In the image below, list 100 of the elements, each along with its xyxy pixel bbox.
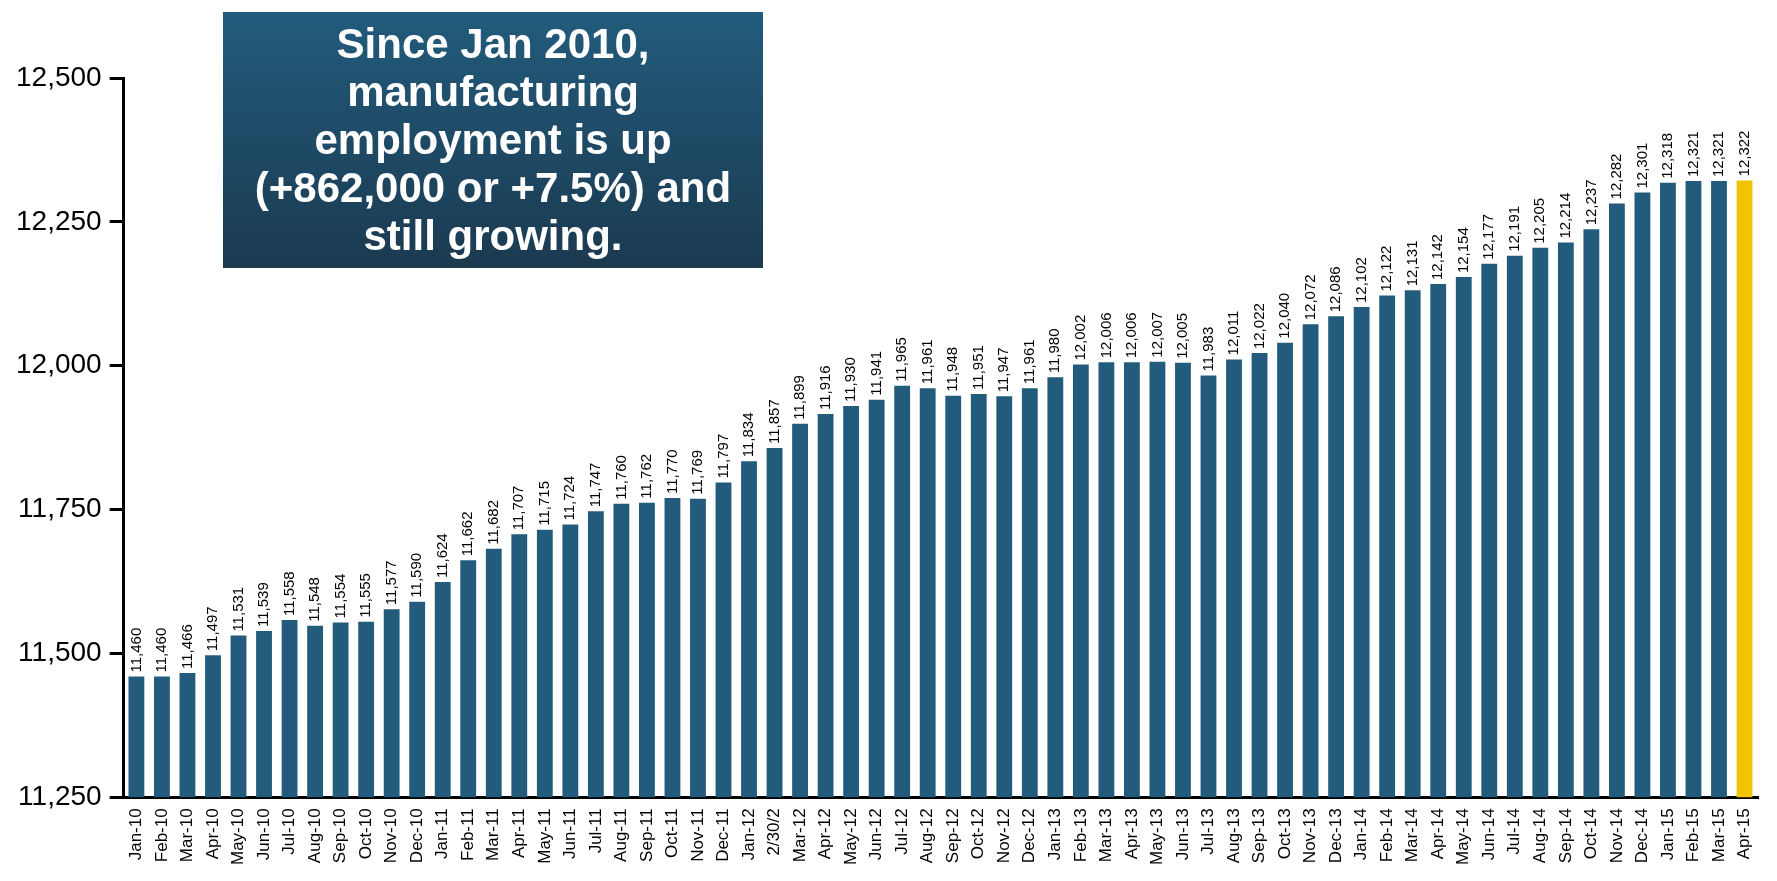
x-tick-label: Jun-10 xyxy=(253,808,273,861)
data-label: 11,460 xyxy=(152,627,170,673)
x-tick-label: Jul-14 xyxy=(1504,808,1524,855)
x-tick-label: Sep-12 xyxy=(942,808,962,864)
data-label: 12,205 xyxy=(1530,197,1548,244)
data-label: 11,497 xyxy=(203,606,221,652)
x-tick-label: Jul-11 xyxy=(585,808,605,854)
data-label: 12,007 xyxy=(1147,311,1165,358)
data-label: 11,762 xyxy=(637,453,655,499)
data-label: 12,006 xyxy=(1096,312,1114,359)
data-label: 12,102 xyxy=(1351,257,1369,304)
x-tick-label: Jun-11 xyxy=(560,808,580,860)
x-tick-label: May-12 xyxy=(840,808,860,865)
data-label: 11,555 xyxy=(356,573,374,618)
data-label: 12,072 xyxy=(1300,274,1318,321)
data-label: 11,948 xyxy=(943,346,961,392)
data-label: 11,916 xyxy=(815,365,833,411)
x-tick-label: Dec-14 xyxy=(1632,808,1652,864)
x-tick-label: Feb-14 xyxy=(1376,808,1396,863)
x-tick-label: Oct-13 xyxy=(1274,808,1294,860)
y-tick-label: 11,500 xyxy=(18,636,102,668)
annotation: Since Jan 2010, manufacturing employment is up (+862,000 or +7.5%) and still growing. xyxy=(223,12,763,268)
data-label: 11,983 xyxy=(1198,326,1216,372)
x-tick-label: Feb-11 xyxy=(457,808,477,861)
data-label: 12,006 xyxy=(1122,312,1140,359)
x-tick-label: Apr-11 xyxy=(508,808,528,859)
x-tick-label: May-14 xyxy=(1453,808,1473,865)
x-tick-label: Aug-14 xyxy=(1530,808,1549,864)
data-label: 12,131 xyxy=(1402,240,1420,287)
x-tick-label: Jan-15 xyxy=(1657,808,1677,861)
data-label: 12,142 xyxy=(1428,234,1446,281)
data-label: 12,282 xyxy=(1607,153,1625,200)
data-label: 12,022 xyxy=(1249,303,1267,350)
x-tick-label: Apr-15 xyxy=(1734,808,1754,860)
x-tick-label: Jul-12 xyxy=(891,808,911,855)
x-tick-label: Jun-14 xyxy=(1478,808,1498,861)
data-label: 11,548 xyxy=(305,577,323,622)
y-tick-label: 11,750 xyxy=(18,492,102,524)
data-label: 11,539 xyxy=(254,582,272,628)
x-tick-label: Sep-11 xyxy=(636,808,656,862)
data-label: 11,965 xyxy=(892,337,910,382)
x-tick-label: Sep-14 xyxy=(1555,808,1575,864)
data-label: 12,122 xyxy=(1377,245,1395,292)
y-tick-label: 12,000 xyxy=(16,348,102,380)
data-label: 11,980 xyxy=(1045,328,1063,374)
x-tick-label: Aug-10 xyxy=(304,808,324,864)
data-label: 11,707 xyxy=(509,485,527,531)
x-tick-label: Dec-10 xyxy=(406,808,426,864)
data-label: 11,961 xyxy=(917,339,935,385)
data-label: 12,301 xyxy=(1632,142,1650,189)
y-tick-label: 12,500 xyxy=(16,60,102,92)
x-tick-label: 2/30/2 xyxy=(764,808,784,856)
x-tick-label: Jan-12 xyxy=(738,808,758,861)
data-label: 11,951 xyxy=(968,345,986,390)
x-tick-label: Jul-10 xyxy=(279,808,299,855)
data-label: 11,834 xyxy=(739,412,757,458)
x-tick-label: Mar-10 xyxy=(177,808,197,863)
x-tick-label: Oct-11 xyxy=(662,808,682,859)
x-tick-label: Mar-13 xyxy=(1096,808,1116,863)
data-label: 12,214 xyxy=(1555,192,1573,239)
data-label: 11,947 xyxy=(994,347,1012,393)
data-label: 11,930 xyxy=(841,357,859,403)
x-tick-label: Nov-13 xyxy=(1300,808,1320,864)
data-label: 12,040 xyxy=(1275,292,1293,339)
x-tick-label: Jul-13 xyxy=(1198,808,1218,855)
x-tick-label: Jan-10 xyxy=(126,808,146,861)
x-tick-label: Oct-10 xyxy=(355,808,375,860)
x-tick-label: Aug-13 xyxy=(1223,808,1243,864)
data-label: 11,460 xyxy=(126,627,144,673)
data-label: 12,191 xyxy=(1504,205,1522,252)
data-label: 11,682 xyxy=(483,499,501,545)
x-tick-label: Dec-13 xyxy=(1325,808,1345,864)
x-tick-label: Feb-13 xyxy=(1070,808,1090,863)
y-tick-label: 11,250 xyxy=(18,780,102,812)
x-tick-label: Nov-11 xyxy=(687,808,707,862)
x-tick-label: Oct-12 xyxy=(968,808,988,860)
x-tick-label: Oct-14 xyxy=(1581,808,1601,860)
y-tick-label: 12,250 xyxy=(16,204,102,236)
data-label: 11,558 xyxy=(279,571,297,617)
data-label: 11,662 xyxy=(458,511,476,557)
x-tick-label: Mar-12 xyxy=(789,808,809,863)
x-tick-label: Jun-13 xyxy=(1172,808,1192,861)
data-label: 12,086 xyxy=(1326,266,1344,313)
x-tick-label: Aug-12 xyxy=(917,808,937,864)
data-label: 11,760 xyxy=(611,455,629,500)
data-label: 11,770 xyxy=(662,449,680,495)
x-tick-label: Apr-14 xyxy=(1427,808,1447,860)
data-label: 11,961 xyxy=(1019,339,1037,385)
data-label: 11,857 xyxy=(764,399,782,445)
x-tick-label: Mar-14 xyxy=(1402,808,1422,863)
x-tick-label: Jan-13 xyxy=(1045,808,1065,861)
data-label: 12,318 xyxy=(1658,132,1676,179)
data-label: 12,321 xyxy=(1709,131,1727,178)
data-label: 12,321 xyxy=(1683,131,1701,178)
data-label: 11,531 xyxy=(228,586,246,632)
data-label: 11,724 xyxy=(560,475,578,521)
data-label: 12,322 xyxy=(1734,130,1752,177)
data-label: 12,011 xyxy=(1224,310,1242,356)
data-label: 12,177 xyxy=(1479,213,1497,260)
x-tick-label: May-13 xyxy=(1147,808,1167,865)
